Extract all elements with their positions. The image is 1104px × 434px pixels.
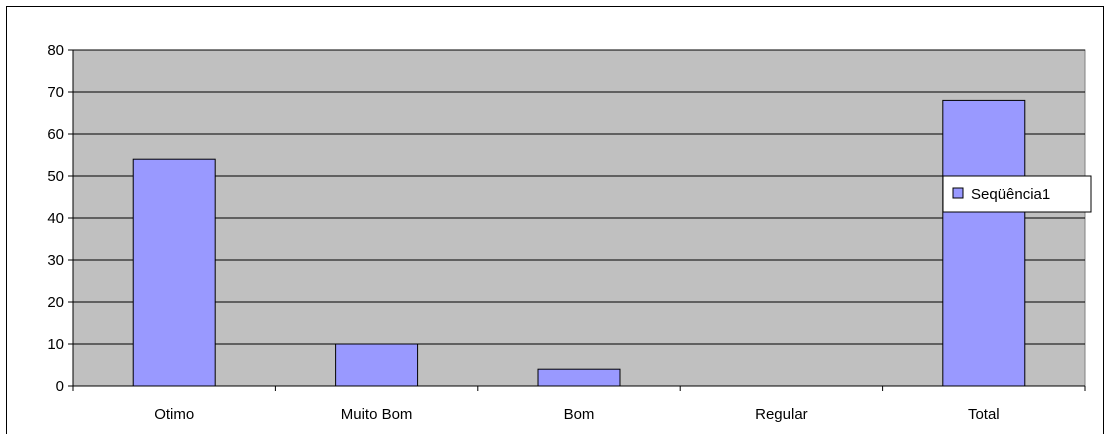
bar-otimo	[132, 158, 216, 387]
x-tick-label-otimo: Otimo	[154, 406, 194, 423]
x-tick-label-total: Total	[968, 406, 1000, 423]
y-tick-label-40: 40	[47, 210, 64, 227]
bar-bom	[537, 368, 621, 387]
x-tick-labels: Otimo Muito Bom Bom Regular Total	[154, 406, 999, 423]
y-tick-label-50: 50	[47, 168, 64, 185]
x-tick-label-bom: Bom	[564, 406, 595, 423]
bar-total	[942, 99, 1026, 387]
legend-swatch	[952, 187, 964, 199]
y-tick-label-30: 30	[47, 252, 64, 269]
y-tick-labels: 0 10 20 30 40 50 60 70 80	[47, 42, 64, 395]
y-tick-label-60: 60	[47, 126, 64, 143]
bars	[132, 99, 1026, 387]
legend-label: Seqüência1	[971, 186, 1050, 203]
y-tick-label-70: 70	[47, 84, 64, 101]
x-tick-label-regular: Regular	[755, 406, 808, 423]
legend: Seqüência1	[942, 175, 1092, 213]
gridlines	[73, 49, 1085, 345]
y-tick-label-10: 10	[47, 336, 64, 353]
x-tick-label-muito-bom: Muito Bom	[341, 406, 413, 423]
y-tick-label-0: 0	[56, 378, 64, 395]
legend-box	[942, 175, 1092, 213]
y-tick-label-80: 80	[47, 42, 64, 59]
y-tick-label-20: 20	[47, 294, 64, 311]
bar-muito-bom	[335, 343, 419, 387]
axes	[68, 49, 1086, 391]
